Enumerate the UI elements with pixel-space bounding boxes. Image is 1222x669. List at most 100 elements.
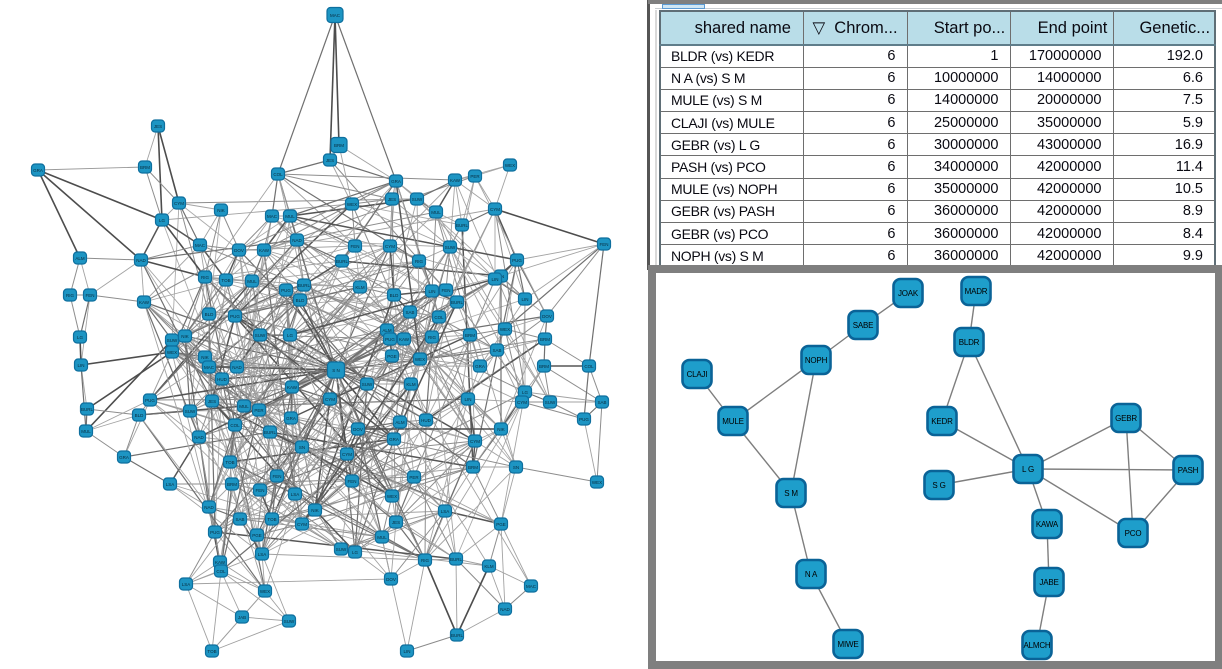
svg-text:ALM: ALM (395, 420, 405, 425)
svg-text:DOV: DOV (386, 577, 396, 582)
svg-text:BURL: BURL (451, 633, 464, 638)
svg-text:COL: COL (273, 172, 283, 177)
svg-text:BURL: BURL (456, 223, 469, 228)
svg-text:GRA: GRA (475, 364, 485, 369)
svg-text:SUW: SUW (336, 547, 347, 552)
svg-text:SAB: SAB (235, 517, 244, 522)
svg-text:FEN: FEN (273, 474, 282, 479)
svg-text:LSA: LSA (291, 492, 300, 497)
svg-text:ALM: ALM (75, 256, 85, 261)
svg-text:LIN: LIN (491, 277, 498, 282)
svg-text:WEX: WEX (505, 163, 515, 168)
svg-text:LSA: LSA (441, 509, 450, 514)
svg-text:CYM: CYM (517, 400, 527, 405)
svg-text:MAC: MAC (330, 13, 341, 18)
svg-text:BRM: BRM (468, 465, 478, 470)
svg-text:RIG: RIG (201, 275, 210, 280)
svg-text:LIN: LIN (77, 363, 84, 368)
svg-text:JES: JES (208, 399, 216, 404)
svg-text:SUW: SUW (545, 400, 556, 405)
svg-text:TOB: TOB (207, 649, 216, 654)
svg-text:WEX: WEX (387, 494, 397, 499)
svg-text:COL: COL (230, 423, 240, 428)
svg-text:MUL: MUL (81, 429, 91, 434)
svg-text:NAD: NAD (204, 505, 214, 510)
svg-text:NAD: NAD (136, 258, 146, 263)
svg-text:BURL: BURL (450, 557, 463, 562)
svg-text:PER: PER (409, 475, 419, 480)
svg-text:WEX: WEX (260, 589, 270, 594)
svg-text:HUD: HUD (217, 377, 227, 382)
svg-text:BLD: BLD (296, 298, 306, 303)
svg-text:LSA: LSA (258, 552, 267, 557)
svg-text:BRM: BRM (334, 143, 344, 148)
svg-text:KAW: KAW (287, 385, 298, 390)
svg-text:LIN: LIN (403, 649, 410, 654)
svg-text:COL: COL (216, 569, 226, 574)
svg-text:MUL: MUL (239, 404, 249, 409)
svg-text:GRA: GRA (286, 416, 296, 421)
svg-text:TOB: TOB (221, 278, 230, 283)
svg-text:BLD: BLD (390, 293, 400, 298)
svg-text:LIN: LIN (521, 297, 528, 302)
svg-text:FEN: FEN (256, 488, 265, 493)
svg-text:NIK: NIK (181, 334, 189, 339)
svg-text:CYM: CYM (297, 522, 307, 527)
svg-text:LG: LG (287, 333, 294, 338)
svg-text:KEDR: KEDR (931, 417, 953, 426)
svg-text:WEX: WEX (500, 327, 510, 332)
svg-text:PUG: PUG (512, 258, 522, 263)
svg-text:SUW: SUW (167, 338, 178, 343)
svg-text:MUL: MUL (247, 279, 257, 284)
svg-text:JES: JES (326, 158, 334, 163)
svg-text:NIK: NIK (201, 355, 209, 360)
svg-text:NAD: NAD (194, 435, 204, 440)
svg-text:JES: JES (388, 197, 396, 202)
svg-text:MUL: MUL (431, 210, 441, 215)
svg-text:PGE: PGE (496, 522, 506, 527)
svg-text:CYM: CYM (174, 201, 184, 206)
svg-text:PGE: PGE (387, 354, 397, 359)
svg-text:BRM: BRM (227, 482, 237, 487)
svg-text:KAW: KAW (139, 300, 150, 305)
svg-text:PER: PER (470, 174, 480, 179)
svg-text:BRM: BRM (465, 333, 475, 338)
svg-text:COL: COL (584, 364, 594, 369)
svg-text:JES: JES (154, 124, 162, 129)
svg-text:BRM: BRM (539, 364, 549, 369)
svg-text:LG: LG (352, 550, 359, 555)
svg-text:CYM: CYM (385, 244, 395, 249)
svg-text:SN: SN (513, 465, 519, 470)
svg-text:ALMCH: ALMCH (1023, 641, 1050, 650)
svg-text:LIN: LIN (464, 397, 471, 402)
svg-text:RIG: RIG (421, 558, 430, 563)
svg-text:MAC: MAC (204, 365, 215, 370)
svg-text:S G: S G (932, 481, 945, 490)
svg-text:JOAK: JOAK (898, 289, 919, 298)
svg-text:PUG: PUG (385, 337, 395, 342)
svg-text:BLD: BLD (205, 312, 215, 317)
svg-text:JABE: JABE (1039, 578, 1058, 587)
svg-text:NAD: NAD (500, 607, 510, 612)
svg-text:BLD: BLD (135, 413, 145, 418)
svg-text:DOV: DOV (542, 314, 552, 319)
svg-text:NIK: NIK (311, 508, 319, 513)
svg-text:BURL: BURL (81, 407, 94, 412)
svg-text:PASH: PASH (1178, 466, 1199, 475)
svg-text:SAB: SAB (492, 348, 501, 353)
svg-text:NIK: NIK (497, 427, 505, 432)
svg-text:WEX: WEX (592, 480, 602, 485)
svg-text:MAC: MAC (195, 243, 206, 248)
svg-text:FEN: FEN (86, 293, 95, 298)
svg-text:CYM: CYM (325, 397, 335, 402)
svg-text:LSA: LSA (166, 482, 175, 487)
svg-text:FEN: FEN (600, 242, 609, 247)
svg-text:LIN: LIN (428, 289, 435, 294)
svg-text:N A: N A (805, 570, 818, 579)
svg-text:PUG: PUG (230, 314, 240, 319)
svg-text:KAW: KAW (399, 337, 410, 342)
svg-text:PCO: PCO (1125, 529, 1142, 538)
svg-text:BLDR: BLDR (959, 338, 980, 347)
svg-text:LSA: LSA (182, 582, 191, 587)
svg-text:PUG: PUG (579, 417, 589, 422)
